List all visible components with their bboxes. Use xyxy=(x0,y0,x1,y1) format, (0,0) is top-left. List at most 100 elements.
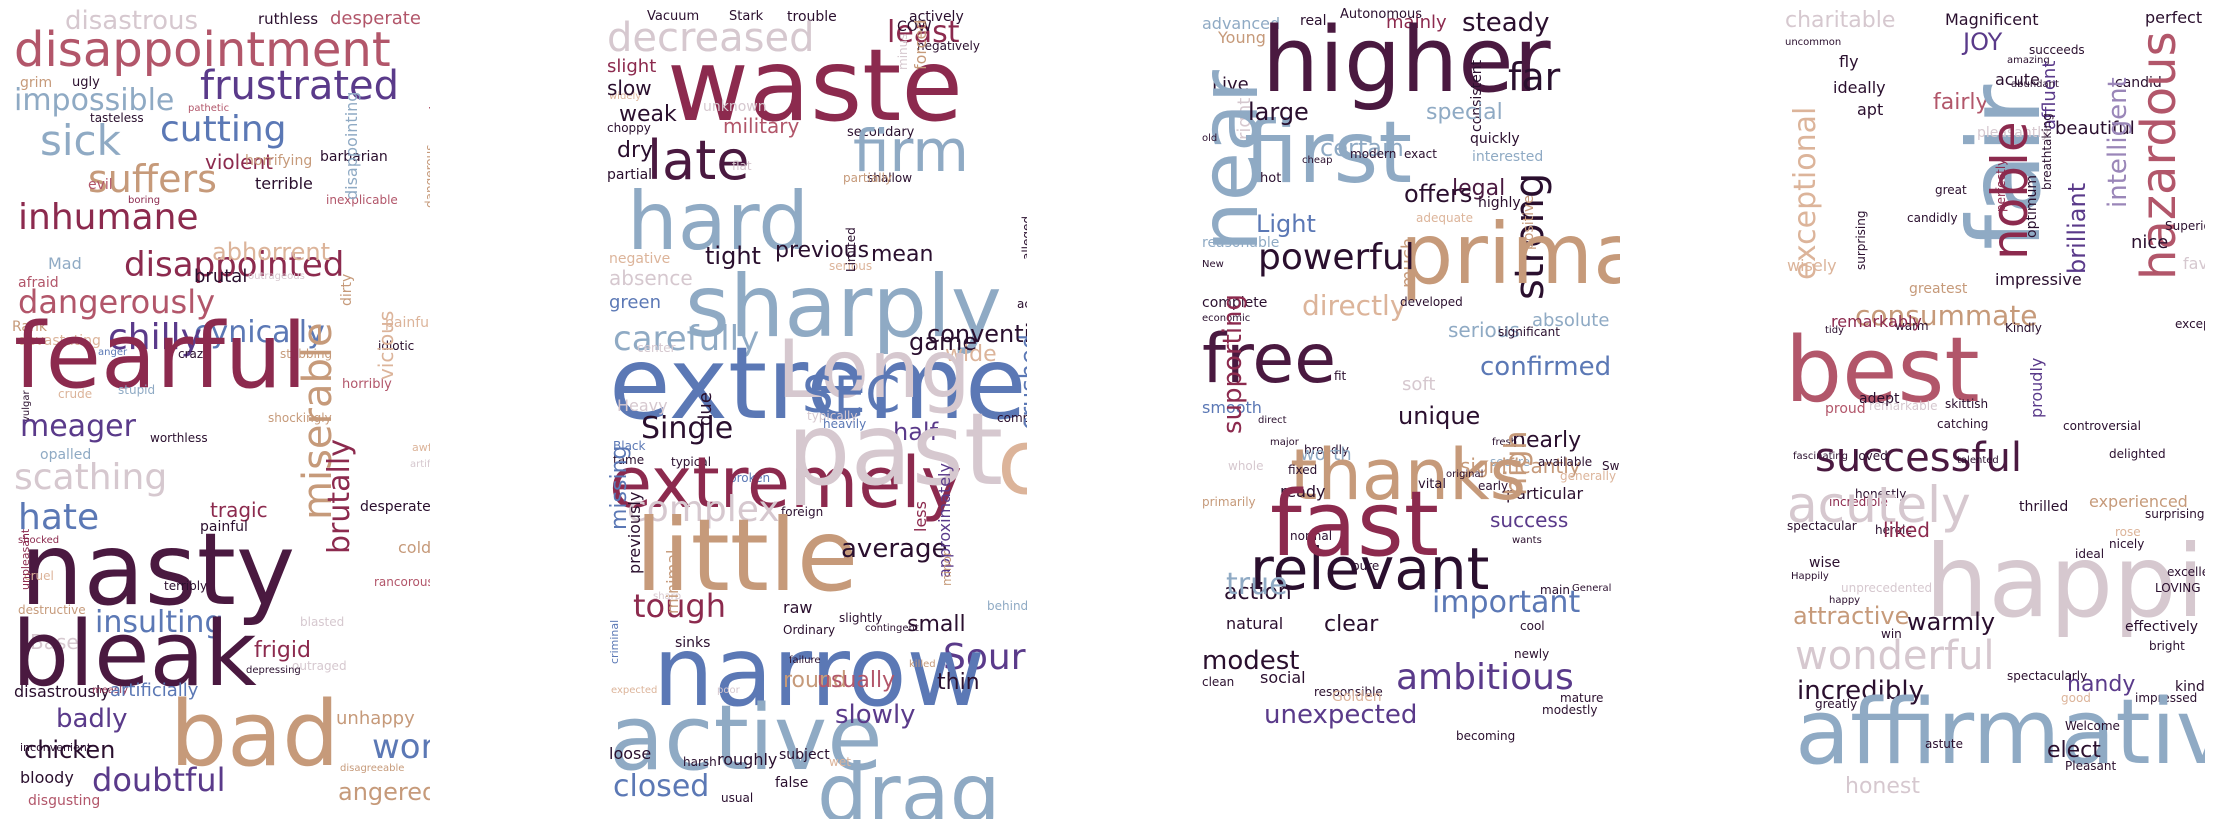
cloud-word: active xyxy=(609,686,883,791)
cloud-word: idiotic xyxy=(378,339,415,353)
cloud-word: greatly xyxy=(1815,697,1858,711)
cloud-word: typically xyxy=(807,409,858,423)
cloud-word: developed xyxy=(1400,295,1463,309)
cloud-word: action xyxy=(1224,580,1292,605)
cloud-word: old xyxy=(1202,133,1218,144)
cloud-word: candid xyxy=(2115,75,2162,91)
cloud-word: talented xyxy=(1957,455,1999,466)
cloud-word: smooth xyxy=(1202,398,1262,417)
cloud-word: closed xyxy=(613,769,710,804)
cloud-word: certain xyxy=(1320,134,1404,162)
cloud-word: incredible xyxy=(1829,495,1888,509)
cloud-word: shockingly xyxy=(268,411,332,425)
cloud-word: beautiful xyxy=(2055,118,2135,139)
cloud-word: loved xyxy=(1855,449,1888,463)
cloud-word: disappointment xyxy=(14,22,391,78)
cloud-word: Superior xyxy=(2165,219,2205,233)
cloud-word: impossible xyxy=(14,83,175,118)
cloud-word: pathetic xyxy=(188,103,230,114)
cloud-word: sharply xyxy=(685,257,1002,357)
cloud-word: extreme xyxy=(609,325,1027,442)
cloud-word: remarkably xyxy=(1831,312,1922,331)
cloud-word: vicious xyxy=(374,310,398,380)
cloud-word: affirmative xyxy=(1795,680,2205,785)
cloud-word: intelligent xyxy=(2103,77,2133,208)
cloud-word: opalled xyxy=(40,447,92,463)
cloud-word: chicken xyxy=(24,736,116,764)
cloud-word: New xyxy=(1202,259,1224,270)
cloud-word: shallow xyxy=(867,171,913,185)
cloud-word: painful xyxy=(200,519,248,535)
cloud-word: alleged xyxy=(1020,215,1027,260)
cloud-word: desperately xyxy=(360,499,430,515)
cloud-word: Stark xyxy=(729,9,764,24)
cloud-word: offers xyxy=(1404,180,1473,208)
cloud-word: Rank xyxy=(12,319,47,335)
cloud-word: boring xyxy=(128,195,161,206)
cloud-word: less xyxy=(911,501,930,532)
cloud-word: doubtful xyxy=(92,761,226,799)
cloud-word: sick xyxy=(40,116,121,165)
cloud-word: large xyxy=(1248,98,1309,126)
cloud-word: past xyxy=(787,391,1004,508)
cloud-word: trouble xyxy=(787,9,837,25)
cloud-word: good xyxy=(2061,691,2091,705)
cloud-word: Sweet xyxy=(1602,459,1620,473)
cloud-word: unique xyxy=(1398,402,1481,430)
cloud-word: Vacuum xyxy=(647,9,700,24)
cloud-word: controversial xyxy=(2063,419,2141,433)
cloud-word: amazing xyxy=(2007,55,2050,66)
cloud-word: Heavy xyxy=(617,396,668,415)
cloud-word: Young xyxy=(1218,28,1266,47)
cloud-word: widely xyxy=(609,91,642,102)
cloud-word: terrible xyxy=(255,174,313,193)
cloud-word: disastrous xyxy=(65,6,198,36)
cloud-word: inexplicable xyxy=(326,193,398,207)
cloud-word: fixed xyxy=(1288,463,1318,477)
cloud-word: destructive xyxy=(18,603,86,617)
cloud-word: roughly xyxy=(717,750,778,769)
cloud-word: ideal xyxy=(2075,547,2105,561)
cloud-word: newly xyxy=(1514,647,1550,661)
cloud-word: Black xyxy=(613,439,646,453)
cloud-word: nice xyxy=(2131,232,2169,253)
cloud-word: tidy xyxy=(1825,325,1844,336)
cloud-word: COW xyxy=(897,19,932,35)
cloud-word: inhumane xyxy=(18,197,199,238)
cloud-word: fearful xyxy=(14,304,307,409)
cloud-word: little xyxy=(635,497,859,614)
cloud-word: worthless xyxy=(150,431,208,445)
cloud-word: carefully xyxy=(613,319,760,359)
cloud-word: unknown xyxy=(703,99,767,115)
cloud-word: nicely xyxy=(2109,537,2145,551)
cloud-word: average xyxy=(841,534,948,564)
cloud-word: shocked xyxy=(18,535,60,546)
cloud-word: honest xyxy=(1845,774,1920,799)
cloud-word: powerful xyxy=(1258,237,1415,278)
cloud-word: surprising xyxy=(1854,210,1868,270)
cloud-word: clear xyxy=(1324,612,1379,637)
cloud-word: thrilled xyxy=(2019,499,2069,515)
cloud-word: serious xyxy=(1448,318,1520,342)
cloud-word: handy xyxy=(2067,672,2136,697)
cloud-word: outrageous xyxy=(248,271,305,282)
cloud-word: thin xyxy=(937,670,980,695)
cloud-word: astute xyxy=(1925,737,1964,751)
cloud-word: brutally xyxy=(322,439,357,554)
cloud-word: social xyxy=(1260,668,1306,687)
cloud-word: happy xyxy=(1829,595,1861,606)
cloud-word: favored xyxy=(2183,254,2205,273)
cloud-word: hate xyxy=(18,497,100,538)
cloud-word: whole xyxy=(1228,459,1264,473)
cloud-word: conventional xyxy=(927,320,1027,348)
cloud-word: Golden xyxy=(1332,689,1382,705)
cloud-word: Limited xyxy=(844,227,858,272)
cloud-word: disgusting xyxy=(28,793,101,809)
cloud-word: disappointed xyxy=(124,245,345,285)
cloud-word: loose xyxy=(609,744,652,763)
cloud-word: disagreeable xyxy=(340,763,405,774)
cloud-word: effectively xyxy=(2125,619,2199,635)
cloud-word: broken xyxy=(729,471,771,485)
cloud-word: common xyxy=(997,410,1027,515)
cloud-word: violent xyxy=(205,150,274,174)
